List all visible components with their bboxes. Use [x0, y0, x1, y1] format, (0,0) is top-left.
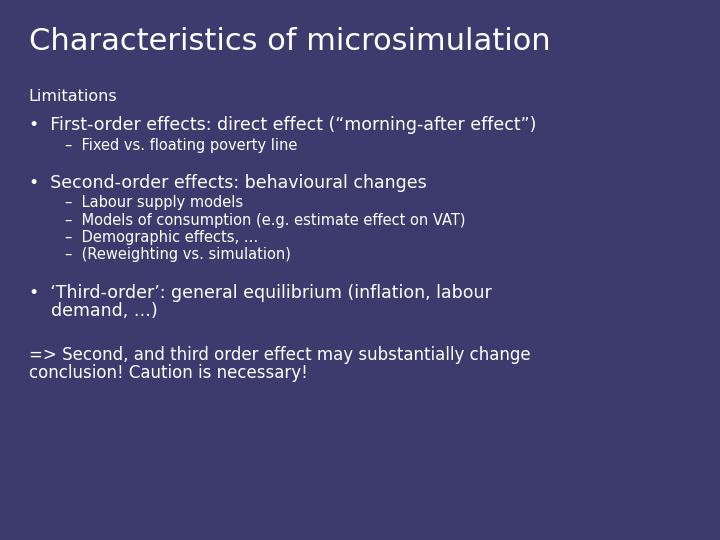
Text: •  Second-order effects: behavioural changes: • Second-order effects: behavioural chan…	[29, 174, 426, 192]
Text: –  Fixed vs. floating poverty line: – Fixed vs. floating poverty line	[65, 138, 297, 153]
Text: •  ‘Third-order’: general equilibrium (inflation, labour: • ‘Third-order’: general equilibrium (in…	[29, 284, 492, 301]
Text: Characteristics of microsimulation: Characteristics of microsimulation	[29, 27, 550, 56]
Text: demand, …): demand, …)	[29, 302, 158, 320]
Text: –  Models of consumption (e.g. estimate effect on VAT): – Models of consumption (e.g. estimate e…	[65, 213, 465, 228]
Text: –  Demographic effects, …: – Demographic effects, …	[65, 230, 258, 245]
Text: Limitations: Limitations	[29, 89, 117, 104]
Text: –  Labour supply models: – Labour supply models	[65, 195, 243, 211]
Text: conclusion! Caution is necessary!: conclusion! Caution is necessary!	[29, 364, 307, 382]
Text: –  (Reweighting vs. simulation): – (Reweighting vs. simulation)	[65, 247, 291, 262]
Text: => Second, and third order effect may substantially change: => Second, and third order effect may su…	[29, 346, 531, 363]
Text: •  First-order effects: direct effect (“morning-after effect”): • First-order effects: direct effect (“m…	[29, 116, 536, 134]
